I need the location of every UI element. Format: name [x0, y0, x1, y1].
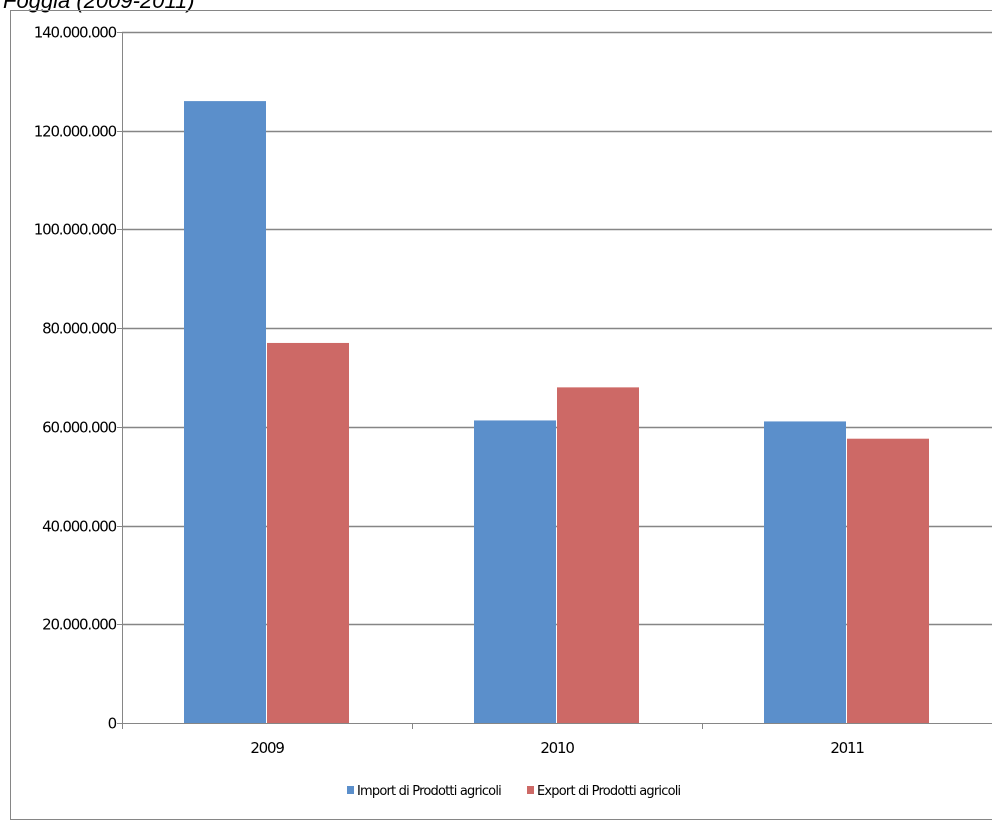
bar-export-2011	[847, 438, 929, 723]
x-tick-label: 2011	[830, 739, 864, 757]
bar-import-2011	[764, 421, 846, 723]
bar-export-2010	[557, 387, 639, 723]
page-title: Foggia (2009-2011)	[3, 0, 195, 13]
y-tick-label: 100.000.000	[34, 221, 117, 239]
y-tick-labels: 0 20.000.000 40.000.000 60.000.000 80.000.00…	[34, 24, 118, 733]
bar-export-2009	[267, 342, 349, 723]
legend-swatch-export	[527, 786, 534, 794]
y-tick-label: 80.000.000	[42, 320, 117, 338]
x-tick-label: 2010	[540, 739, 574, 757]
legend-label-export: Export di Prodotti agricoli	[537, 784, 681, 799]
x-tick-label: 2009	[250, 739, 284, 757]
y-tick-label: 120.000.000	[34, 123, 117, 141]
bars	[184, 101, 929, 724]
y-tick-label: 40.000.000	[42, 518, 117, 536]
y-tick-label: 140.000.000	[34, 24, 117, 42]
legend: Import di Prodotti agricoli Export di Pro…	[347, 784, 681, 799]
y-tick-label: 60.000.000	[42, 419, 117, 437]
axes	[117, 32, 992, 729]
legend-label-import: Import di Prodotti agricoli	[357, 784, 501, 799]
y-tick-label: 20.000.000	[42, 616, 117, 634]
bar-import-2009	[184, 101, 266, 724]
bar-import-2010	[474, 420, 556, 723]
y-tick-label: 0	[108, 715, 117, 733]
legend-swatch-import	[347, 786, 354, 794]
x-tick-labels: 2009 2010 2011	[250, 739, 865, 757]
